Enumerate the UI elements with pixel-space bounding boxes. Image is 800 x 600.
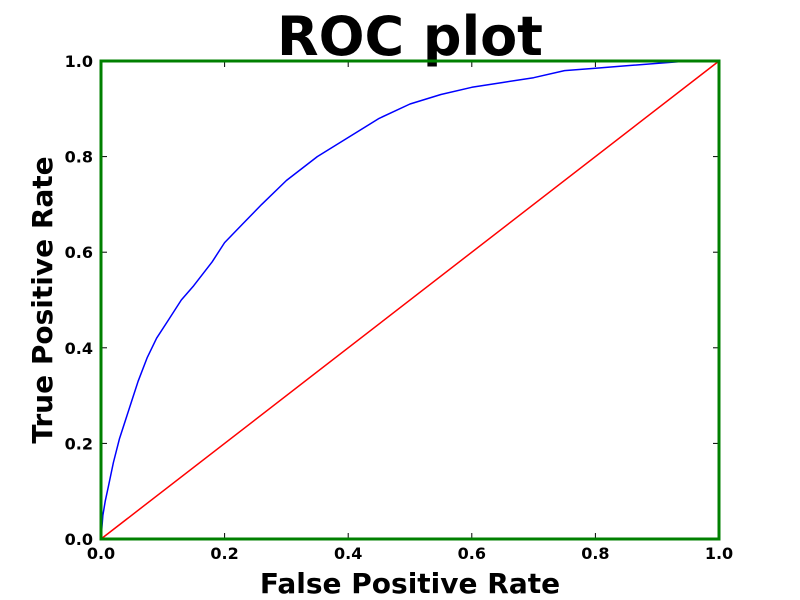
- x-tick-label: 0.6: [458, 544, 486, 563]
- y-tick-label: 0.4: [65, 339, 93, 358]
- y-tick-label: 0.2: [65, 434, 93, 453]
- axis-ticks: 0.0 0.2 0.4 0.6 0.8 1.0 0.0 0.2 0.4 0.6 0.8 1.0: [65, 52, 734, 563]
- x-tick-label: 0.0: [87, 544, 115, 563]
- diagonal-reference-line: [100, 60, 720, 540]
- x-tick-label: 1.0: [705, 544, 733, 563]
- x-tick-label: 0.8: [581, 544, 609, 563]
- x-tick-label: 0.2: [210, 544, 238, 563]
- plot-frame: [99, 59, 721, 541]
- y-axis-label: True Positive Rate: [26, 156, 59, 443]
- chart-title: ROC plot: [277, 5, 543, 68]
- x-axis-label: False Positive Rate: [260, 567, 560, 600]
- plot-area: [100, 60, 720, 540]
- y-tick-label: 0.0: [65, 530, 93, 549]
- x-tick-label: 0.4: [334, 544, 362, 563]
- y-tick-label: 1.0: [65, 52, 93, 71]
- y-tick-label: 0.8: [65, 148, 93, 167]
- y-tick-label: 0.6: [65, 243, 93, 262]
- roc-curve-line: [100, 60, 719, 540]
